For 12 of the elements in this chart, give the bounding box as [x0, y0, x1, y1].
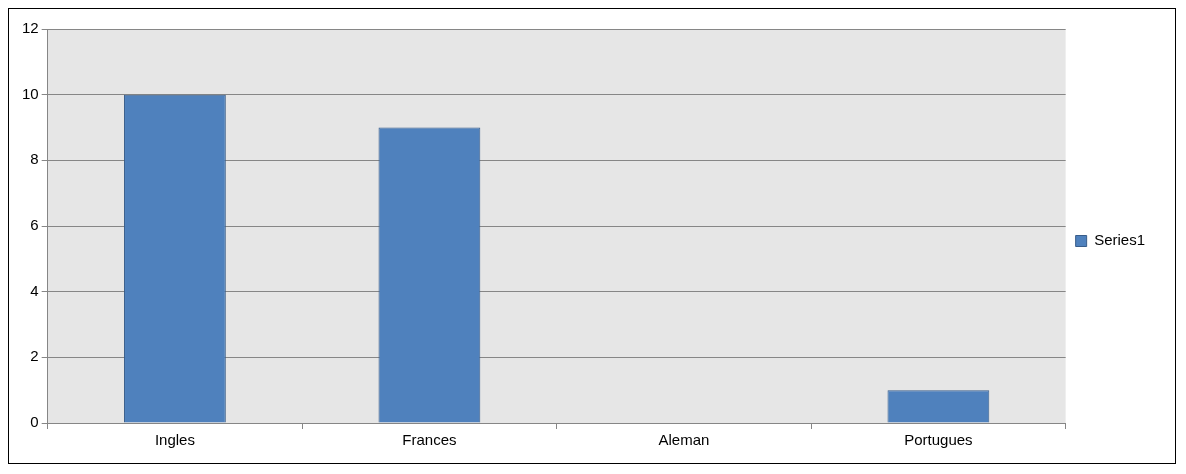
y-tick-label: 2	[30, 347, 39, 365]
x-tick-label: Aleman	[658, 431, 710, 449]
y-tick-label: 0	[30, 413, 39, 431]
legend-label: Series1	[1094, 231, 1145, 249]
y-tick-label: 12	[22, 19, 39, 37]
y-tick-label: 10	[22, 84, 39, 102]
x-tick-label: Frances	[402, 431, 457, 449]
x-tick-label: Ingles	[154, 431, 195, 449]
y-tick-label: 8	[30, 150, 39, 168]
x-tick-label: Portugues	[904, 431, 973, 449]
y-tick-label: 4	[30, 281, 39, 299]
y-tick-label: 6	[30, 216, 39, 234]
